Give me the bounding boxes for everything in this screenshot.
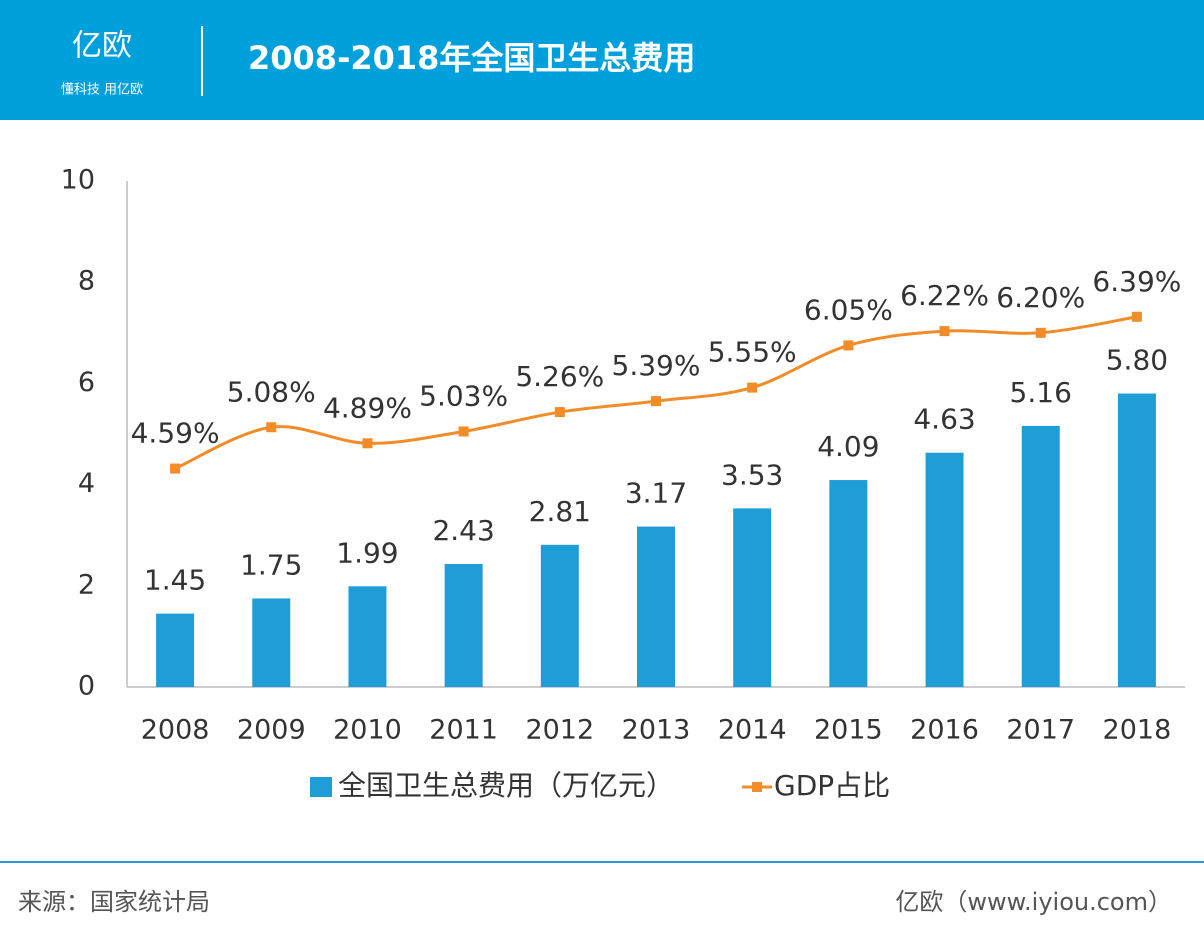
line-marker	[843, 340, 854, 351]
line-value-label: 5.03%	[419, 379, 508, 412]
line-value-label: 5.55%	[708, 336, 797, 369]
line-marker	[747, 382, 758, 393]
bar	[925, 452, 964, 687]
line-marker	[458, 426, 469, 437]
x-tick-label: 2012	[525, 715, 594, 746]
bar-value-label: 1.75	[240, 548, 302, 581]
bar-value-label: 2.43	[432, 514, 494, 547]
slogan: 懂科技 用亿欧	[61, 83, 143, 98]
line-value-label: 6.20%	[996, 281, 1085, 314]
bar	[156, 613, 195, 687]
bar-value-label: 4.63	[913, 403, 975, 436]
y-tick-label: 10	[61, 165, 95, 196]
bar	[1117, 393, 1156, 687]
line-value-label: 5.39%	[612, 349, 701, 382]
bar	[444, 564, 483, 687]
y-tick-label: 6	[78, 367, 95, 398]
y-tick-label: 2	[78, 569, 95, 600]
logo: 亿欧	[72, 29, 132, 64]
legend-label: GDP占比	[774, 769, 890, 802]
source: 来源：国家统计局	[18, 888, 210, 916]
line-marker	[554, 407, 565, 418]
line-marker	[266, 422, 277, 433]
legend-swatch	[752, 782, 762, 792]
header-bar	[0, 0, 1204, 120]
bar-value-label: 3.53	[721, 458, 783, 491]
legend-label: 全国卫生总费用（万亿元）	[338, 769, 674, 802]
line-value-label: 6.05%	[804, 293, 893, 326]
line-marker	[362, 438, 373, 449]
x-tick-label: 2016	[910, 715, 979, 746]
x-tick-label: 2017	[1006, 715, 1075, 746]
bar	[829, 480, 868, 687]
x-tick-label: 2018	[1103, 715, 1172, 746]
y-tick-label: 4	[78, 468, 95, 499]
line-marker	[1035, 327, 1046, 338]
x-tick-label: 2009	[237, 715, 306, 746]
line-value-label: 6.39%	[1092, 265, 1181, 298]
line-marker	[651, 396, 661, 407]
site: 亿欧（www.iyiou.com）	[895, 888, 1172, 916]
bar-value-label: 3.17	[625, 477, 687, 510]
line-value-label: 4.59%	[131, 417, 220, 450]
bar	[637, 526, 675, 687]
bar	[348, 586, 387, 687]
bar-value-label: 5.80	[1106, 344, 1168, 377]
bar-value-label: 2.81	[529, 495, 591, 528]
line-marker	[939, 326, 950, 337]
bar-value-label: 1.45	[144, 564, 206, 597]
line-marker	[1131, 311, 1142, 322]
bar	[733, 508, 772, 687]
y-tick-label: 0	[78, 671, 95, 702]
line-marker	[170, 463, 181, 474]
bar	[540, 544, 579, 687]
x-tick-label: 2015	[814, 715, 883, 746]
line-value-label: 6.22%	[900, 279, 989, 312]
bar-value-label: 4.09	[817, 430, 879, 463]
legend-swatch	[310, 777, 332, 797]
x-tick-label: 2011	[429, 715, 498, 746]
x-tick-label: 2014	[718, 715, 787, 746]
y-tick-label: 8	[78, 266, 95, 297]
bar	[1021, 425, 1060, 687]
bar	[252, 598, 291, 687]
line	[174, 315, 1138, 470]
bar-value-label: 5.16	[1010, 376, 1072, 409]
line-value-label: 5.26%	[515, 360, 604, 393]
line-value-label: 5.08%	[227, 375, 316, 408]
x-tick-label: 2013	[622, 715, 691, 746]
line-value-label: 4.89%	[323, 391, 412, 424]
bar-value-label: 1.99	[336, 536, 398, 569]
x-tick-label: 2008	[141, 715, 210, 746]
chart-title: 2008-2018年全国卫生总费用	[248, 39, 695, 77]
x-tick-label: 2010	[333, 715, 402, 746]
